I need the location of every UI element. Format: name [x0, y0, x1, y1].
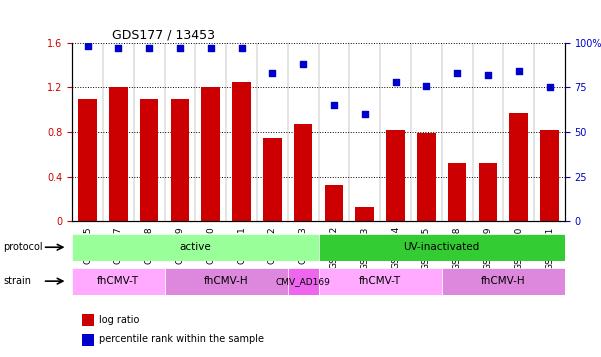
Point [114, 45, 123, 51]
FancyBboxPatch shape [442, 268, 565, 295]
Point [360, 111, 370, 117]
Point [237, 45, 246, 51]
Text: GDS177 / 13453: GDS177 / 13453 [112, 29, 215, 42]
Text: fhCMV-H: fhCMV-H [204, 276, 248, 286]
Bar [171, 99, 189, 221]
FancyBboxPatch shape [165, 268, 288, 295]
Bar [386, 130, 405, 221]
Bar [109, 87, 127, 221]
Point [83, 44, 93, 49]
Point [144, 45, 154, 51]
Point [453, 70, 462, 76]
Bar [355, 207, 374, 221]
Point [329, 102, 339, 108]
Bar [232, 82, 251, 221]
Point [483, 72, 493, 78]
Bar [510, 113, 528, 221]
Bar [82, 314, 94, 326]
Text: UV-inactivated: UV-inactivated [404, 242, 480, 252]
Text: protocol: protocol [3, 242, 43, 252]
FancyBboxPatch shape [319, 234, 565, 261]
Bar [263, 138, 281, 221]
Point [545, 85, 554, 90]
Point [267, 70, 277, 76]
Bar [325, 185, 343, 221]
FancyBboxPatch shape [319, 268, 442, 295]
FancyBboxPatch shape [72, 234, 319, 261]
Text: percentile rank within the sample: percentile rank within the sample [99, 334, 264, 344]
Text: fhCMV-T: fhCMV-T [97, 276, 139, 286]
Text: active: active [180, 242, 211, 252]
Text: log ratio: log ratio [99, 315, 139, 325]
Point [175, 45, 185, 51]
Point [391, 79, 400, 85]
Bar [294, 124, 313, 221]
Bar [78, 99, 97, 221]
Point [298, 61, 308, 67]
Bar [478, 163, 497, 221]
Text: strain: strain [3, 276, 31, 286]
Point [206, 45, 216, 51]
Text: fhCMV-H: fhCMV-H [481, 276, 526, 286]
Bar [417, 133, 436, 221]
Bar [448, 163, 466, 221]
Text: CMV_AD169: CMV_AD169 [276, 277, 331, 286]
Bar [540, 130, 559, 221]
Bar [140, 99, 159, 221]
Bar [201, 87, 220, 221]
Point [421, 83, 431, 89]
FancyBboxPatch shape [72, 268, 165, 295]
Point [514, 69, 523, 74]
Text: fhCMV-T: fhCMV-T [359, 276, 401, 286]
FancyBboxPatch shape [288, 268, 319, 295]
Bar [82, 333, 94, 346]
